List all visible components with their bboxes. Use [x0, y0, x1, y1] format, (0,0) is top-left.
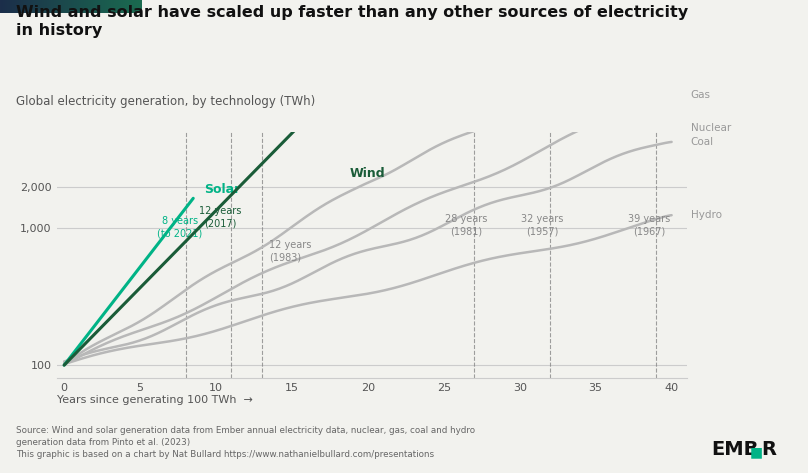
Text: Wind and solar have scaled up faster than any other sources of electricity
in hi: Wind and solar have scaled up faster tha… — [16, 5, 688, 38]
Text: R: R — [761, 440, 776, 459]
Text: Wind: Wind — [350, 167, 385, 180]
Text: 32 years
(1957): 32 years (1957) — [521, 214, 564, 236]
Text: Source: Wind and solar generation data from Ember annual electricity data, nucle: Source: Wind and solar generation data f… — [16, 426, 475, 459]
Text: Coal: Coal — [691, 137, 714, 147]
Text: 12 years
(1983): 12 years (1983) — [269, 240, 312, 263]
Text: 39 years
(1967): 39 years (1967) — [628, 214, 670, 236]
Text: Hydro: Hydro — [691, 210, 722, 220]
Text: 12 years
(2017): 12 years (2017) — [200, 206, 242, 228]
Text: ■: ■ — [750, 445, 763, 459]
Text: Gas: Gas — [691, 90, 711, 100]
Text: EMB: EMB — [711, 440, 759, 459]
Text: 8 years
(to 2021): 8 years (to 2021) — [157, 216, 202, 238]
Text: Years since generating 100 TWh  →: Years since generating 100 TWh → — [57, 395, 252, 405]
Text: Global electricity generation, by technology (TWh): Global electricity generation, by techno… — [16, 95, 315, 107]
Text: 28 years
(1981): 28 years (1981) — [445, 214, 488, 236]
Text: Nuclear: Nuclear — [691, 123, 731, 132]
Text: Solar: Solar — [204, 184, 240, 196]
